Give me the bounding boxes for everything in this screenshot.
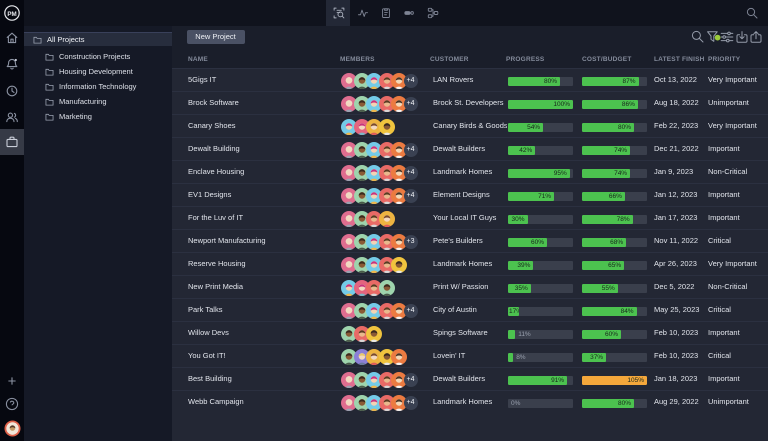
svg-text:PM: PM [7,11,16,18]
